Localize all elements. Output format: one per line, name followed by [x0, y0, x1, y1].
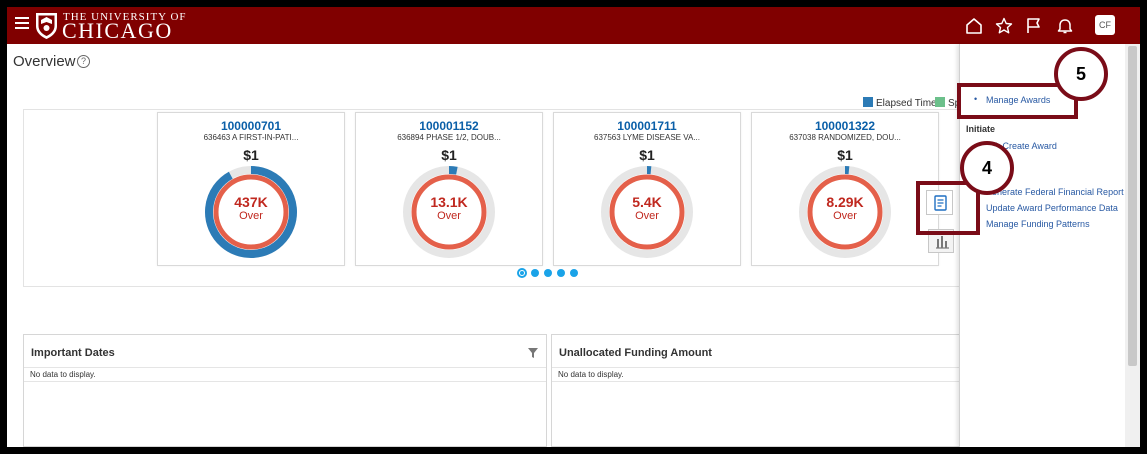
quick-create-award-link[interactable]: ick Create Award: [989, 141, 1057, 151]
award-amount: $1: [441, 147, 457, 163]
bell-icon[interactable]: [1056, 17, 1074, 35]
panel-title: Unallocated Funding Amount: [559, 347, 712, 359]
gauge-status: Over: [635, 210, 659, 222]
panel-title: Important Dates: [31, 347, 115, 359]
gauge-status: Over: [239, 210, 263, 222]
page-title: Overview: [13, 53, 76, 70]
panel-divider: [552, 381, 976, 382]
initiate-heading: Initiate: [966, 124, 996, 134]
award-gauge: [601, 166, 693, 258]
legend-item-elapsed: Elapsed Time: [863, 97, 937, 109]
top-bar: THE UNIVERSITY OF CHICAGO CF: [7, 7, 1140, 44]
award-gauge: [403, 166, 495, 258]
list-view-button[interactable]: [926, 190, 953, 215]
generate-federal-financial-report-link[interactable]: enerate Federal Financial Report: [992, 187, 1124, 197]
manage-funding-patterns-link[interactable]: Manage Funding Patterns: [986, 219, 1090, 229]
gauge-status: Over: [833, 210, 857, 222]
flag-icon[interactable]: [1025, 17, 1043, 35]
legend-label: Elapsed Time: [876, 98, 937, 109]
gauge-status: Over: [437, 210, 461, 222]
award-amount: $1: [639, 147, 655, 163]
spent-arc: [213, 174, 289, 250]
panel-divider: [24, 367, 546, 368]
spent-arc: [411, 174, 487, 250]
update-award-performance-data-link[interactable]: Update Award Performance Data: [986, 203, 1118, 213]
award-gauge: [205, 166, 297, 258]
award-gauge: [799, 166, 891, 258]
document-icon: [934, 195, 947, 211]
user-avatar[interactable]: CF: [1095, 15, 1115, 35]
callout-highlight-manage-awards: [957, 83, 1078, 119]
page-dot-active[interactable]: [517, 268, 527, 278]
spent-arc: [807, 174, 883, 250]
page-dot[interactable]: [570, 269, 578, 277]
home-icon[interactable]: [965, 17, 983, 35]
brand-main-text: CHICAGO: [62, 18, 173, 43]
tasks-sidebar: • Manage Awards Initiate ick Create Awar…: [959, 44, 1125, 447]
award-card[interactable]: 100001152 636894 PHASE 1/2, DOUB... $1 1…: [355, 112, 543, 266]
award-description: 636894 PHASE 1/2, DOUB...: [397, 133, 501, 142]
award-amount: $1: [837, 147, 853, 163]
award-description: 637563 LYME DISEASE VA...: [594, 133, 700, 142]
gauge-value: 8.29K: [826, 194, 864, 210]
brand-top-text: THE UNIVERSITY OF: [63, 11, 187, 23]
empty-message: No data to display.: [30, 370, 96, 379]
panel-divider: [24, 381, 546, 382]
panel-divider: [552, 367, 976, 368]
legend-item-spent: Sp: [935, 97, 960, 109]
legend-label: Sp: [948, 98, 961, 109]
award-description: 637038 RANDOMIZED, DOU...: [789, 133, 901, 142]
bullet: •: [974, 94, 978, 104]
gauge-value: 437K: [234, 194, 268, 210]
award-card[interactable]: 100000701 636463 A FIRST-IN-PATI... $1 4…: [157, 112, 345, 266]
university-crest-logo: [36, 13, 57, 39]
filter-icon[interactable]: [527, 347, 539, 359]
page-dot[interactable]: [531, 269, 539, 277]
page-dot[interactable]: [544, 269, 552, 277]
star-icon[interactable]: [995, 17, 1013, 35]
manage-awards-link[interactable]: Manage Awards: [986, 95, 1051, 105]
award-id-link[interactable]: 100000701: [220, 119, 282, 133]
award-description: 636463 A FIRST-IN-PATI...: [203, 133, 299, 142]
callout-highlight-list-view: [916, 181, 980, 235]
award-id-link[interactable]: 100001152: [419, 119, 479, 133]
app-window: THE UNIVERSITY OF CHICAGO CF Overview ? …: [7, 7, 1140, 447]
award-id-link[interactable]: 100001322: [814, 119, 876, 133]
empty-message: No data to display.: [558, 370, 624, 379]
unallocated-funding-panel: Unallocated Funding Amount No data to di…: [551, 334, 977, 447]
menu-icon[interactable]: [15, 17, 29, 31]
legend-swatch-elapsed: [863, 97, 873, 107]
award-amount: $1: [243, 147, 259, 163]
step-5-badge: 5: [1054, 47, 1108, 101]
page-dot[interactable]: [557, 269, 565, 277]
step-4-badge: 4: [960, 141, 1014, 195]
award-card[interactable]: 100001711 637563 LYME DISEASE VA... $1 5…: [553, 112, 741, 266]
important-dates-panel: Important Dates No data to display.: [23, 334, 547, 447]
vertical-scrollbar[interactable]: [1125, 44, 1140, 447]
gauge-value: 13.1K: [430, 194, 468, 210]
legend-swatch-spent: [935, 97, 945, 107]
award-id-link[interactable]: 100001711: [617, 119, 677, 133]
elapsed-time-arc: [205, 166, 297, 258]
elapsed-time-arc: [448, 166, 458, 175]
gauge-value: 5.4K: [632, 194, 662, 210]
spent-arc: [609, 174, 685, 250]
bar-chart-icon: [936, 236, 949, 249]
scrollbar-thumb[interactable]: [1128, 46, 1137, 366]
award-card[interactable]: 100001322 637038 RANDOMIZED, DOU... $1 8…: [751, 112, 939, 266]
help-icon[interactable]: ?: [77, 55, 90, 68]
